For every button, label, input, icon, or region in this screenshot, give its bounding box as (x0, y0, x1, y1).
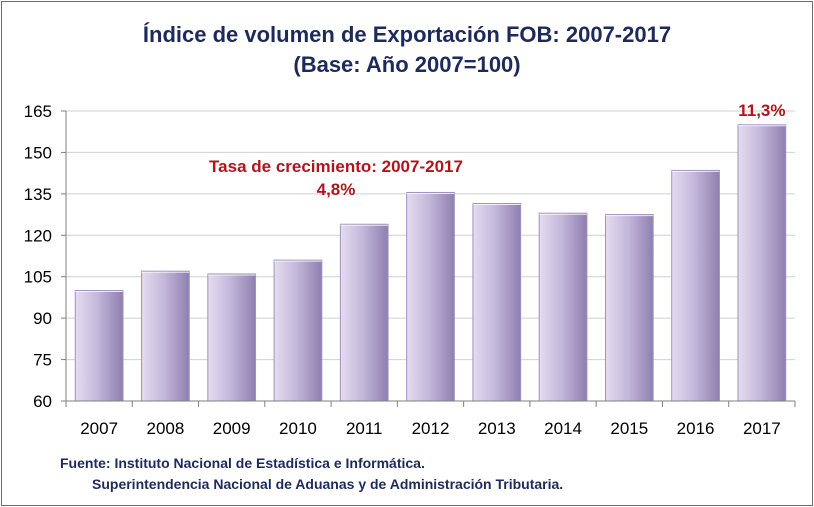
x-tick-label: 2009 (213, 419, 251, 438)
bar-2014 (538, 212, 588, 402)
source-line-2: Superintendencia Nacional de Aduanas y d… (92, 476, 564, 492)
bar-2011 (339, 223, 389, 402)
x-tick-label: 2008 (146, 419, 184, 438)
x-tick-label: 2016 (677, 419, 715, 438)
bar-2008 (141, 270, 190, 402)
chart-title: Índice de volumen de Exportación FOB: 20… (142, 22, 672, 47)
x-tick-label: 2014 (544, 419, 582, 438)
x-tick-label: 2010 (279, 419, 317, 438)
y-tick-label: 105 (24, 268, 52, 287)
x-tick-label: 2017 (743, 419, 781, 438)
bar-2012 (406, 191, 455, 402)
y-tick-label: 165 (24, 102, 52, 121)
y-tick-label: 90 (33, 309, 52, 328)
bars (74, 124, 787, 402)
bar-2007 (74, 290, 124, 402)
y-tick-label: 150 (24, 143, 52, 162)
bar-2017 (737, 124, 787, 402)
chart-subtitle: (Base: Año 2007=100) (293, 52, 521, 77)
y-tick-label: 60 (33, 392, 52, 411)
x-tick-label: 2013 (478, 419, 516, 438)
annotations: Tasa de crecimiento: 2007-2017 4,8% 11,3% (209, 101, 785, 199)
bar-2009 (207, 273, 257, 402)
x-tick-label: 2011 (346, 419, 383, 438)
growth-rate-value: 4,8% (317, 180, 356, 199)
growth-rate-label: Tasa de crecimiento: 2007-2017 (209, 157, 463, 176)
y-tick-label: 120 (24, 226, 52, 245)
bar-2013 (472, 203, 522, 402)
x-tick-label: 2012 (412, 419, 450, 438)
source-line-1: Fuente: Instituto Nacional de Estadístic… (60, 455, 425, 471)
last-bar-growth-label: 11,3% (738, 101, 785, 120)
axes (61, 110, 796, 407)
y-tick-label: 135 (24, 185, 52, 204)
y-tick-label: 75 (33, 351, 52, 370)
bar-2015 (604, 214, 654, 402)
x-tick-label: 2007 (80, 419, 118, 438)
x-tick-label: 2015 (610, 419, 648, 438)
bar-2016 (671, 169, 720, 402)
tick-labels: 60 75 90 105 120 135 150 165 2007 2008 2009 2010 201… (24, 102, 781, 438)
bar-2010 (273, 259, 323, 402)
